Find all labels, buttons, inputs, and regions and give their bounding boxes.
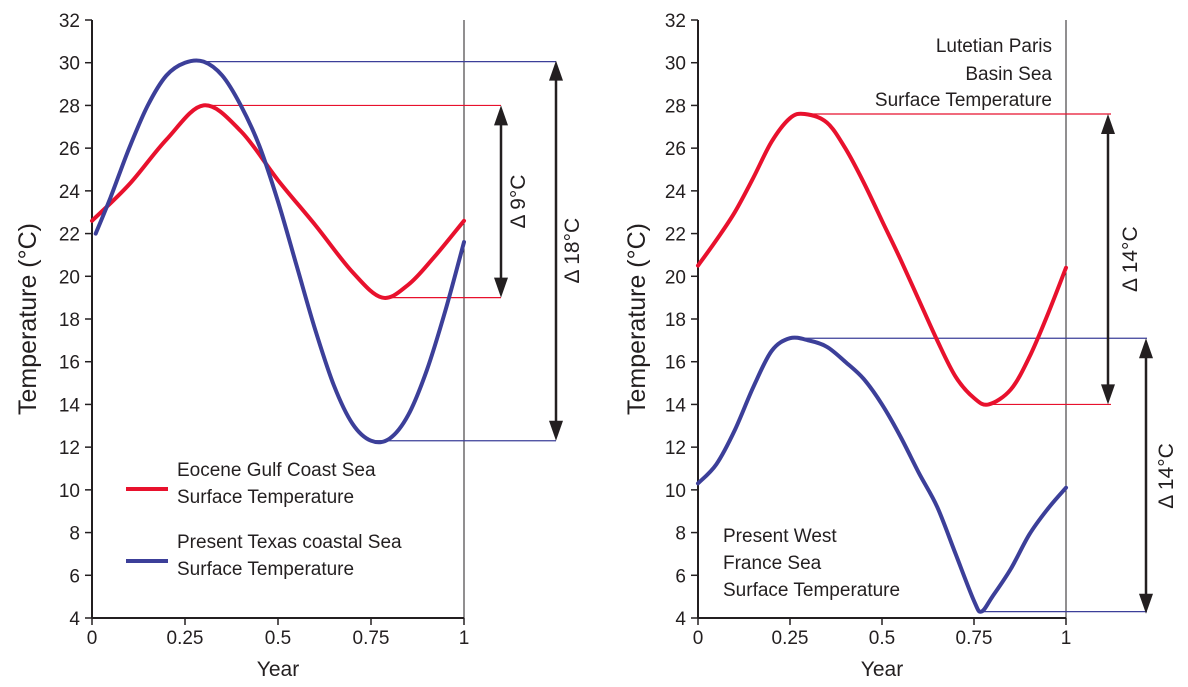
series-note-label: Basin Sea [965,64,1052,85]
legend-label: Surface Temperature [177,559,354,580]
y-tick-label: 22 [665,225,686,246]
series-note-label: Surface Temperature [723,580,900,601]
legend-label: Surface Temperature [177,487,354,508]
y-tick-label: 4 [675,609,686,630]
y-tick-label: 28 [59,96,80,117]
delta-label: Δ 9°C [507,175,530,229]
x-tick-label: 0 [87,628,98,649]
chart-panel-1: 4 6 8 10 12 14 16 18 20 22 24 26 28 30 32 0 0.25 0.5 0.75 1… [14,11,584,681]
y-tick-label: 6 [675,566,686,587]
series-line-red [696,111,1068,407]
legend-label: Present Texas coastal Sea [177,532,402,553]
x-axis-title: Year [257,658,299,681]
x-tick-label: 1 [459,628,470,649]
delta-arrow-head-up [1101,113,1115,134]
delta-arrow-head-down [1139,593,1153,614]
y-tick-label: 12 [665,438,686,459]
y-tick-label: 30 [665,54,686,75]
y-tick-label: 10 [59,481,80,502]
y-tick-label: 14 [59,395,81,416]
chart-panel-2: 4 6 8 10 12 14 16 18 20 22 24 26 28 30 32 0 0.25 0.5 0.75 1… [623,11,1178,681]
delta-arrow-head-down [1101,384,1115,405]
x-tick-label: 0.25 [167,628,204,649]
x-tick-label: 1 [1061,628,1072,649]
delta-arrow-head-down [549,420,563,441]
y-tick-label: 6 [69,566,80,587]
y-tick-label: 24 [59,182,81,203]
y-tick-label: 24 [665,182,687,203]
y-tick-label: 14 [665,395,687,416]
series-note-label: France Sea [723,553,822,574]
x-tick-label: 0.5 [869,628,895,649]
y-tick-label: 16 [665,353,686,374]
y-tick-label: 32 [665,11,686,32]
series-line-red [90,103,466,300]
series-line-blue [696,335,1068,614]
delta-arrow-head-down [494,277,508,298]
series-note-label: Lutetian Paris [936,36,1052,57]
y-axis-title: Temperature (°C) [623,223,651,415]
delta-arrow-head-up [549,60,563,81]
delta-label: Δ 18°C [561,218,584,284]
delta-arrow-head-up [1139,338,1153,359]
y-tick-label: 18 [59,310,80,331]
y-tick-label: 26 [59,139,80,160]
x-tick-label: 0.75 [353,628,390,649]
series-line-blue [93,58,466,445]
y-tick-label: 26 [665,139,686,160]
x-tick-label: 0 [693,628,704,649]
y-tick-label: 16 [59,353,80,374]
y-tick-label: 10 [665,481,686,502]
delta-label: Δ 14°C [1119,226,1142,292]
series-note-label: Surface Temperature [875,90,1052,111]
y-tick-label: 18 [665,310,686,331]
y-tick-label: 20 [59,267,80,288]
delta-label: Δ 14°C [1155,443,1178,509]
x-tick-label: 0.25 [772,628,809,649]
y-tick-label: 28 [665,96,686,117]
y-tick-label: 4 [69,609,80,630]
series-note-label: Present West [723,526,837,547]
y-tick-label: 30 [59,54,80,75]
y-tick-label: 8 [675,524,686,545]
y-tick-label: 8 [69,524,80,545]
legend-label: Eocene Gulf Coast Sea [177,460,376,481]
x-axis-title: Year [861,658,903,681]
delta-arrow-head-up [494,105,508,126]
x-tick-label: 0.5 [265,628,291,649]
y-tick-label: 20 [665,267,686,288]
y-tick-label: 32 [59,11,80,32]
y-tick-label: 12 [59,438,80,459]
y-axis-title: Temperature (°C) [14,223,42,415]
x-tick-label: 0.75 [956,628,993,649]
y-tick-label: 22 [59,225,80,246]
